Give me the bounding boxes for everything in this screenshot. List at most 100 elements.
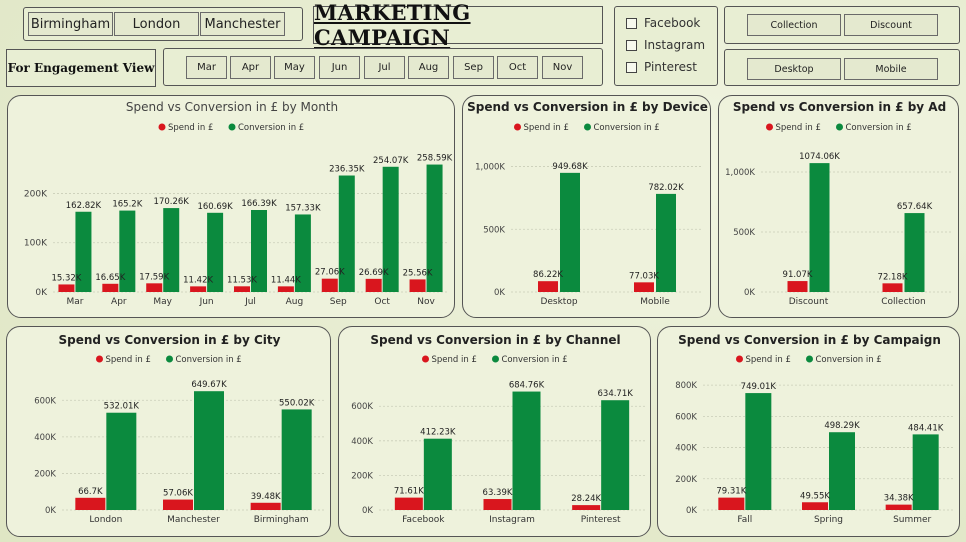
engagement-view-label: For Engagement View: [6, 49, 156, 87]
y-tick-label: 200K: [675, 475, 697, 485]
y-tick-label: 500K: [483, 225, 505, 235]
month-button-jul[interactable]: Jul: [364, 56, 405, 79]
legend-marker-spend: [158, 123, 166, 131]
bar-spend: [882, 283, 903, 292]
y-tick-label: 500K: [733, 228, 755, 238]
month-button-sep[interactable]: Sep: [453, 56, 494, 79]
data-label-spend: 11.53K: [227, 275, 257, 285]
y-tick-label: 400K: [351, 437, 373, 447]
data-label-conversion: 782.02K: [648, 183, 684, 193]
bar-conversion: [106, 412, 137, 510]
chart-spend-vs-conversion-by-channel: Spend vs Conversion in £ by Channel Spend…: [351, 333, 645, 525]
data-label-spend: 17.59K: [139, 272, 169, 282]
month-button-aug[interactable]: Aug: [408, 56, 449, 79]
y-tick-label: 1,000K: [725, 168, 755, 178]
channel-label: Facebook: [644, 16, 701, 30]
legend-marker-spend: [422, 355, 429, 363]
ad-button-collection[interactable]: Collection: [747, 14, 841, 36]
bar-spend: [538, 281, 558, 292]
bar-spend: [277, 286, 294, 292]
legend-label-spend: Spend in £: [746, 355, 791, 365]
legend-marker-spend: [736, 355, 743, 363]
data-label-conversion: 550.02K: [279, 398, 315, 408]
data-label-spend: 11.42K: [183, 275, 213, 285]
y-tick-label: 600K: [34, 396, 56, 406]
checkbox-icon[interactable]: [626, 17, 637, 29]
month-button-jun[interactable]: Jun: [319, 56, 360, 79]
checkbox-icon[interactable]: [626, 39, 637, 51]
data-label-conversion: 634.71K: [598, 389, 634, 399]
city-button-birmingham[interactable]: Birmingham: [28, 12, 113, 36]
month-button-may[interactable]: May: [274, 56, 315, 79]
month-button-apr[interactable]: Apr: [230, 56, 271, 79]
data-label-spend: 11.44K: [271, 275, 301, 285]
ad-button-discount[interactable]: Discount: [844, 14, 938, 36]
city-button-manchester[interactable]: Manchester: [200, 12, 285, 36]
bar-spend: [146, 283, 163, 292]
data-label-spend: 66.7K: [78, 487, 103, 497]
data-label-conversion: 949.68K: [552, 162, 588, 172]
bar-conversion: [207, 212, 224, 292]
city-button-london[interactable]: London: [114, 12, 199, 36]
legend-label-spend: Spend in £: [776, 123, 821, 133]
legend-marker-spend: [96, 355, 103, 363]
bar-spend: [321, 278, 338, 292]
bar-spend: [394, 497, 423, 510]
x-tick-label: Desktop: [540, 297, 577, 307]
bar-spend: [234, 286, 250, 292]
bar-conversion: [904, 213, 925, 292]
legend-label-conversion: Conversion in £: [502, 355, 568, 365]
chart-card-ad: Spend vs Conversion in £ by Ad Spend in £…: [718, 95, 959, 318]
data-label-conversion: 162.82K: [66, 201, 102, 211]
y-tick-label: 0K: [45, 506, 56, 516]
legend-marker-conversion: [166, 355, 173, 363]
legend-label-conversion: Conversion in £: [176, 355, 242, 365]
data-label-conversion: 649.67K: [191, 380, 227, 390]
y-tick-label: 400K: [34, 433, 56, 443]
data-label-conversion: 160.69K: [197, 202, 233, 212]
bar-spend: [409, 279, 426, 292]
bar-conversion: [426, 164, 443, 292]
data-label-spend: 34.38K: [884, 494, 914, 504]
data-label-spend: 25.56K: [403, 268, 433, 278]
data-label-spend: 49.55K: [800, 491, 830, 501]
data-label-spend: 26.69K: [359, 268, 389, 278]
data-label-conversion: 484.41K: [908, 423, 944, 433]
data-label-conversion: 657.64K: [897, 202, 933, 212]
data-label-spend: 79.31K: [716, 487, 746, 497]
legend-marker-conversion: [806, 355, 813, 363]
bar-conversion: [119, 210, 136, 292]
y-tick-label: 0K: [494, 288, 505, 298]
legend-label-conversion: Conversion in £: [594, 123, 660, 133]
legend-label-spend: Spend in £: [106, 355, 151, 365]
x-tick-label: Sep: [330, 297, 347, 307]
data-label-spend: 39.48K: [251, 492, 281, 502]
x-tick-label: Fall: [737, 515, 752, 525]
bar-spend: [802, 502, 828, 510]
device-button-mobile[interactable]: Mobile: [844, 58, 938, 80]
month-button-oct[interactable]: Oct: [497, 56, 538, 79]
channel-option-pinterest[interactable]: Pinterest: [626, 60, 697, 74]
data-label-conversion: 412.23K: [420, 428, 456, 438]
bar-conversion: [163, 208, 180, 292]
x-tick-label: Spring: [814, 515, 843, 525]
chart-spend-vs-conversion-by-month: Spend vs Conversion in £ by Month Spend i…: [24, 100, 453, 307]
bar-conversion: [560, 172, 580, 292]
chart-spend-vs-conversion-by-device: Spend vs Conversion in £ by Device Spend …: [467, 100, 708, 307]
device-button-desktop[interactable]: Desktop: [747, 58, 841, 80]
y-tick-label: 0K: [362, 506, 373, 516]
legend-label-spend: Spend in £: [168, 123, 213, 133]
bar-conversion: [912, 434, 939, 510]
chart-title: Spend vs Conversion in £ by Campaign: [678, 333, 941, 347]
checkbox-icon[interactable]: [626, 61, 637, 73]
bar-conversion: [423, 438, 452, 510]
data-label-spend: 57.06K: [163, 489, 193, 499]
data-label-spend: 71.61K: [394, 487, 424, 497]
channel-option-instagram[interactable]: Instagram: [626, 38, 705, 52]
x-tick-label: Instagram: [489, 515, 535, 525]
x-tick-label: Jun: [199, 297, 214, 307]
month-button-nov[interactable]: Nov: [542, 56, 583, 79]
channel-option-facebook[interactable]: Facebook: [626, 16, 700, 30]
y-tick-label: 200K: [34, 469, 56, 479]
month-button-mar[interactable]: Mar: [186, 56, 227, 79]
